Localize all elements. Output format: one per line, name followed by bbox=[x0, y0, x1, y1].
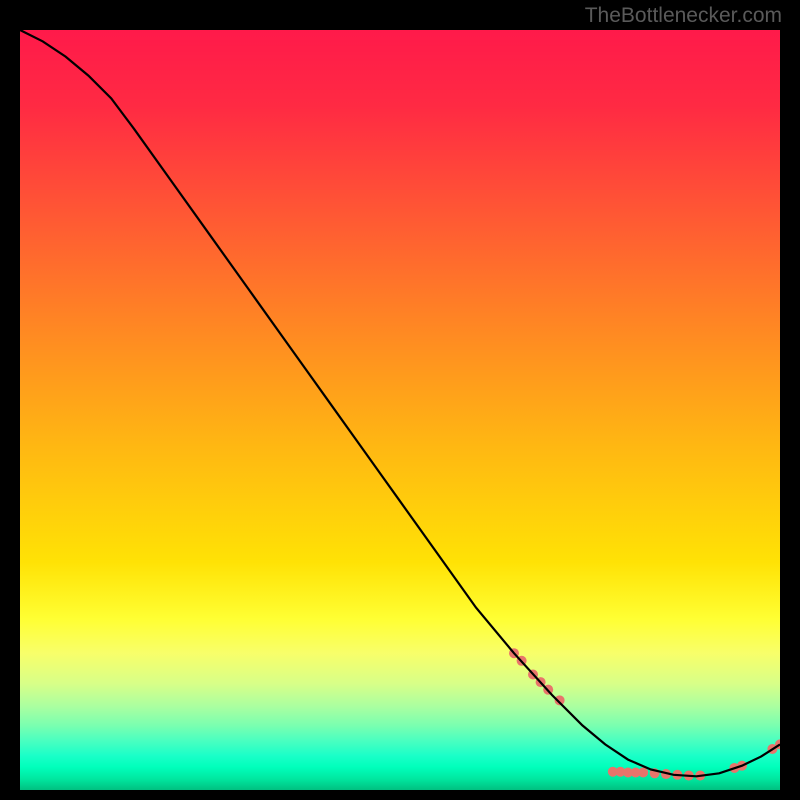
marker-point bbox=[638, 768, 648, 778]
watermark-text: TheBottlenecker.com bbox=[585, 4, 782, 28]
bottleneck-chart bbox=[0, 0, 800, 800]
plot-background bbox=[20, 30, 780, 790]
